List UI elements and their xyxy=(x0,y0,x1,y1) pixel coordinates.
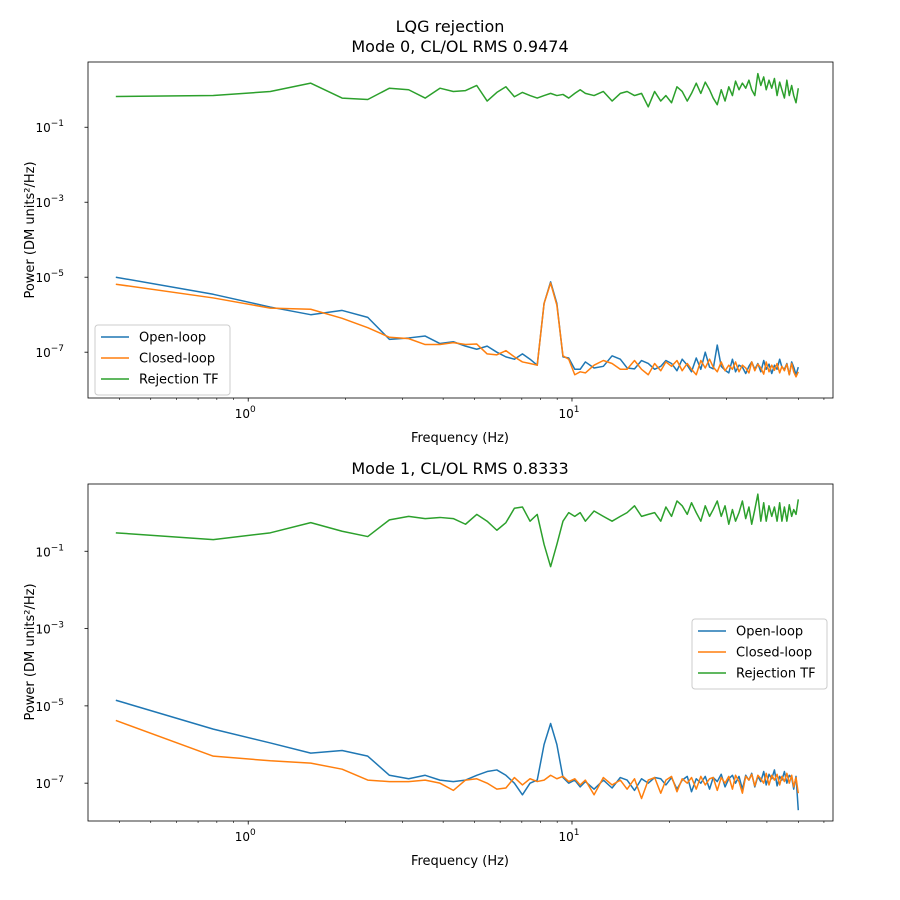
legend: Open-loop Closed-loop Rejection TF xyxy=(691,618,828,690)
series-line-open-loop xyxy=(115,699,800,811)
suptitle: LQG rejection xyxy=(396,17,505,36)
legend-label: Open-loop xyxy=(139,331,206,346)
y-axis-label: Power (DM units²/Hz) xyxy=(23,161,38,298)
legend-label: Rejection TF xyxy=(139,373,219,388)
series-line-rejection-tf xyxy=(115,493,800,568)
subplot-mode-0: Mode 0, CL/OL RMS 0.9474 Frequency (Hz) … xyxy=(23,37,834,446)
series-line-rejection-tf xyxy=(115,72,800,108)
legend-label: Closed-loop xyxy=(736,646,812,661)
series-line-open-loop xyxy=(115,276,800,376)
series-line-closed-loop xyxy=(115,719,800,800)
legend-box xyxy=(691,618,828,690)
subplot-title: Mode 1, CL/OL RMS 0.8333 xyxy=(351,459,568,478)
legend-label: Rejection TF xyxy=(736,667,816,682)
subplot-mode-1: Mode 1, CL/OL RMS 0.8333 Frequency (Hz) … xyxy=(23,459,834,869)
legend-label: Closed-loop xyxy=(139,352,215,367)
axes-frame xyxy=(87,483,834,822)
subplot-title: Mode 0, CL/OL RMS 0.9474 xyxy=(351,37,568,56)
legend-label: Open-loop xyxy=(736,625,803,640)
series-line-closed-loop xyxy=(115,282,799,378)
x-axis-label: Frequency (Hz) xyxy=(411,431,509,446)
legend: Open-loop Closed-loop Rejection TF xyxy=(94,324,231,396)
legend-box xyxy=(94,324,231,396)
y-axis-label: Power (DM units²/Hz) xyxy=(23,583,38,720)
axes-frame xyxy=(87,61,834,399)
x-axis-label: Frequency (Hz) xyxy=(411,854,509,869)
